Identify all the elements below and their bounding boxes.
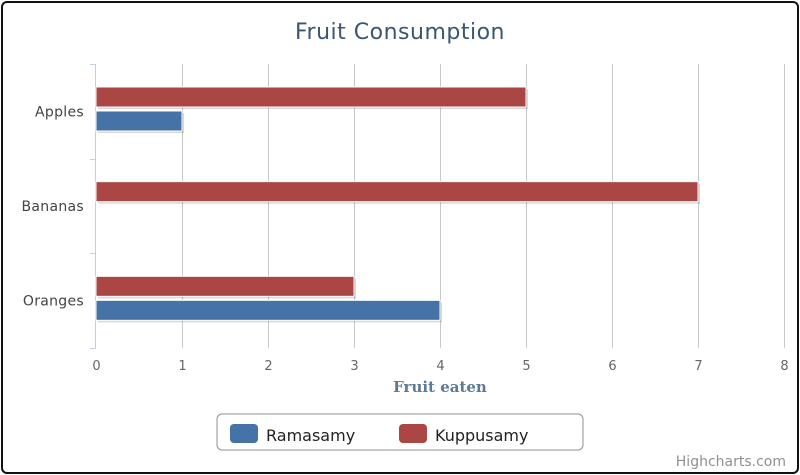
category-label: Oranges xyxy=(23,294,84,310)
category-label: Apples xyxy=(35,104,84,120)
value-tick-label: 5 xyxy=(522,359,530,374)
category-label: Bananas xyxy=(22,199,84,215)
bars xyxy=(95,86,700,323)
value-tick-label: 6 xyxy=(608,359,616,374)
value-tick-labels: 0 1 2 3 4 5 6 7 8 xyxy=(92,359,788,374)
bar-kuppusamy-bananas[interactable] xyxy=(95,181,699,203)
category-labels: Apples Bananas Oranges xyxy=(22,104,84,309)
legend-swatch-ramasamy xyxy=(230,424,258,443)
credits-link[interactable]: Highcharts.com xyxy=(676,454,786,470)
legend-swatch-kuppusamy xyxy=(399,424,427,443)
value-tick-label: 8 xyxy=(780,359,788,374)
bar-kuppusamy-apples[interactable] xyxy=(95,86,527,108)
value-axis-title: Fruit eaten xyxy=(393,378,487,396)
legend-item-ramasamy[interactable]: Ramasamy xyxy=(230,424,355,445)
bar-ramasamy-oranges[interactable] xyxy=(95,299,441,321)
value-tick-label: 2 xyxy=(264,359,272,374)
bar-ramasamy-apples[interactable] xyxy=(95,110,183,132)
legend-label-ramasamy: Ramasamy xyxy=(266,426,355,445)
value-tick-label: 1 xyxy=(178,359,186,374)
legend-label-kuppusamy: Kuppusamy xyxy=(435,426,528,445)
legend: Ramasamy Kuppusamy xyxy=(216,413,584,451)
category-axis xyxy=(90,64,96,349)
value-tick-label: 0 xyxy=(92,359,100,374)
value-tick-label: 3 xyxy=(350,359,358,374)
legend-item-kuppusamy[interactable]: Kuppusamy xyxy=(399,424,528,445)
value-tick-label: 7 xyxy=(694,359,702,374)
value-tick-label: 4 xyxy=(436,359,444,374)
chart-title: Fruit Consumption xyxy=(295,20,505,45)
bar-kuppusamy-oranges[interactable] xyxy=(95,275,355,297)
